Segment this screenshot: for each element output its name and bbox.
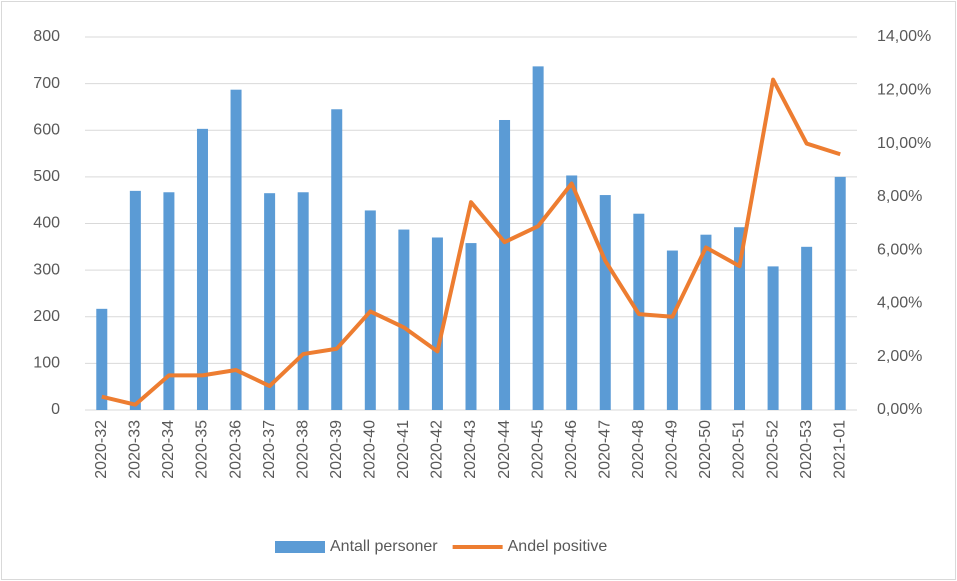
y2-tick-label: 10,00% bbox=[877, 135, 931, 152]
x-tick-label: 2020-44 bbox=[496, 420, 513, 479]
bar bbox=[599, 195, 611, 410]
y2-tick-label: 8,00% bbox=[877, 188, 922, 205]
y-tick-label: 600 bbox=[33, 121, 60, 138]
bar bbox=[666, 250, 678, 410]
x-tick-label: 2020-43 bbox=[462, 420, 479, 479]
line bbox=[101, 77, 841, 407]
x-tick-label: 2020-53 bbox=[798, 420, 815, 479]
legend-label: Andel positive bbox=[508, 538, 608, 555]
bar bbox=[398, 229, 410, 410]
x-tick-label: 2020-36 bbox=[227, 420, 244, 479]
x-tick-label: 2020-48 bbox=[630, 420, 647, 479]
bar bbox=[767, 266, 779, 410]
bar bbox=[331, 109, 343, 411]
x-tick-label: 2020-45 bbox=[529, 420, 546, 479]
y2-tick-label: 14,00% bbox=[877, 28, 931, 45]
x-tick-label: 2021-01 bbox=[831, 420, 848, 479]
bar bbox=[96, 308, 108, 410]
bar bbox=[297, 192, 309, 410]
y2-tick-label: 2,00% bbox=[877, 348, 922, 365]
x-tick-label: 2020-50 bbox=[697, 420, 714, 479]
bar bbox=[499, 119, 511, 411]
x-tick-label: 2020-38 bbox=[294, 420, 311, 479]
legend-label: Antall personer bbox=[330, 538, 438, 555]
x-tick-label: 2020-52 bbox=[764, 420, 781, 479]
x-tick-label: 2020-46 bbox=[563, 420, 580, 479]
bar bbox=[834, 176, 846, 410]
bar bbox=[801, 246, 813, 410]
x-tick-label: 2020-37 bbox=[261, 420, 278, 479]
x-tick-label: 2020-35 bbox=[194, 420, 211, 479]
x-tick-label: 2020-41 bbox=[395, 420, 412, 479]
bar bbox=[129, 190, 141, 410]
bar bbox=[196, 128, 208, 410]
bar bbox=[230, 89, 242, 410]
bar bbox=[163, 192, 175, 410]
y-tick-label: 700 bbox=[33, 75, 60, 92]
x-tick-label: 2020-39 bbox=[328, 420, 345, 479]
y-tick-label: 400 bbox=[33, 215, 60, 232]
x-tick-label: 2020-33 bbox=[127, 420, 144, 479]
x-tick-label: 2020-40 bbox=[362, 420, 379, 479]
y-tick-label: 200 bbox=[33, 308, 60, 325]
y-tick-label: 100 bbox=[33, 355, 60, 372]
x-tick-label: 2020-47 bbox=[596, 420, 613, 479]
legend-swatch bbox=[275, 541, 325, 553]
y2-tick-label: 12,00% bbox=[877, 82, 931, 99]
x-tick-label: 2020-42 bbox=[429, 420, 446, 479]
y2-tick-label: 4,00% bbox=[877, 295, 922, 312]
bar bbox=[734, 227, 746, 410]
bar bbox=[566, 175, 578, 410]
y2-tick-label: 0,00% bbox=[877, 401, 922, 418]
y-tick-label: 0 bbox=[51, 401, 60, 418]
bar bbox=[700, 234, 712, 410]
x-tick-label: 2020-32 bbox=[93, 420, 110, 479]
y-tick-label: 500 bbox=[33, 168, 60, 185]
y2-tick-label: 6,00% bbox=[877, 241, 922, 258]
y-tick-label: 300 bbox=[33, 261, 60, 278]
x-tick-label: 2020-34 bbox=[160, 420, 177, 479]
x-tick-label: 2020-49 bbox=[664, 420, 681, 479]
bar bbox=[431, 237, 443, 410]
x-tick-label: 2020-51 bbox=[731, 420, 748, 479]
bar bbox=[264, 193, 276, 410]
bar bbox=[465, 243, 477, 410]
y-tick-label: 800 bbox=[33, 28, 60, 45]
bar bbox=[532, 66, 544, 410]
